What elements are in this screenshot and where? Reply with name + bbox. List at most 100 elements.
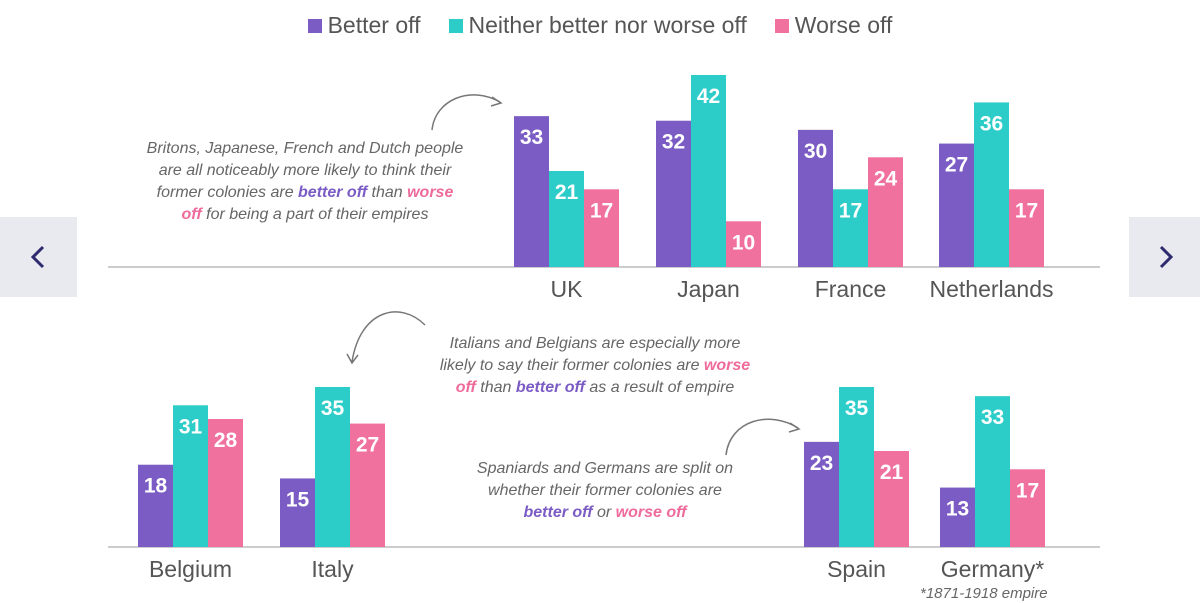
annotation-low: Spaniards and Germans are split on wheth… <box>430 458 780 524</box>
note-low-line1: Spaniards and Germans are split on <box>476 460 734 477</box>
category-label-netherlands: Netherlands <box>929 276 1053 302</box>
note-low-l3c: worse off <box>615 504 687 521</box>
prev-button[interactable] <box>0 217 77 297</box>
note-mid-l2b: worse <box>703 357 751 374</box>
bar-japan-neither <box>691 75 726 267</box>
legend-label-better: Better off <box>327 12 421 38</box>
bar-value-uk-better: 33 <box>520 126 543 149</box>
category-label-france: France <box>815 276 887 302</box>
legend-swatch-better <box>307 18 322 33</box>
bar-germany-better <box>940 487 975 547</box>
annotation-top: Britons, Japanese, French and Dutch peop… <box>110 138 500 226</box>
bar-germany-worse <box>1010 469 1045 547</box>
bar-uk-worse <box>584 189 619 267</box>
bar-value-japan-worse: 10 <box>732 231 755 254</box>
note-mid-l3c: better off <box>515 379 585 396</box>
bar-japan-better <box>656 120 691 267</box>
legend-swatch-neither <box>448 18 463 33</box>
arrow-low-head-icon <box>788 422 801 433</box>
category-label-uk: UK <box>551 276 584 302</box>
note-mid-l3b: than <box>475 379 516 396</box>
bar-value-germany-neither: 33 <box>981 406 1004 429</box>
bar-france-better <box>798 129 833 267</box>
bar-spain-neither <box>839 387 874 547</box>
bar-value-spain-worse: 21 <box>880 461 904 484</box>
legend-label-worse: Worse off <box>794 12 893 38</box>
note-low-l3b: or <box>592 504 616 521</box>
note-mid-l3d: as a result of empire <box>584 379 735 396</box>
bar-value-belgium-better: 18 <box>144 475 168 498</box>
bar-value-netherlands-neither: 36 <box>980 112 1003 135</box>
note-top-l3b: better off <box>298 184 368 201</box>
bar-netherlands-neither <box>974 102 1009 267</box>
category-label-belgium: Belgium <box>149 556 232 582</box>
legend: Better off Neither better nor worse off Wo… <box>0 12 1200 39</box>
bar-netherlands-worse <box>1009 189 1044 267</box>
bar-belgium-neither <box>173 405 208 547</box>
bar-spain-better <box>804 441 839 547</box>
bar-italy-worse <box>350 423 385 547</box>
bar-value-spain-neither: 35 <box>845 397 869 420</box>
category-label-italy: Italy <box>311 556 354 582</box>
bar-value-japan-better: 32 <box>662 131 685 154</box>
bar-value-spain-better: 23 <box>810 452 833 475</box>
bar-france-worse <box>868 157 903 267</box>
legend-item-worse: Worse off <box>774 12 893 39</box>
bar-value-italy-neither: 35 <box>321 397 345 420</box>
note-top-l3c: than <box>367 184 408 201</box>
bar-spain-worse <box>874 451 909 547</box>
annotation-mid: Italians and Belgians are especially mor… <box>405 333 785 399</box>
bar-value-france-better: 30 <box>804 140 827 163</box>
bar-germany-neither <box>975 396 1010 547</box>
chevron-right-icon <box>1159 245 1173 269</box>
bar-value-germany-worse: 17 <box>1016 479 1039 502</box>
note-mid-l2a: likely to say their former colonies are <box>439 357 704 374</box>
bar-value-france-neither: 17 <box>839 199 862 222</box>
footnote: *1871-1918 empire <box>920 585 1048 602</box>
bar-uk-neither <box>549 171 584 267</box>
next-button[interactable] <box>1129 217 1200 297</box>
bar-value-uk-neither: 21 <box>555 181 579 204</box>
legend-label-neither: Neither better nor worse off <box>468 12 747 38</box>
bar-value-netherlands-worse: 17 <box>1015 199 1038 222</box>
bar-netherlands-better <box>939 143 974 267</box>
legend-item-better: Better off <box>307 12 421 39</box>
bar-value-belgium-neither: 31 <box>179 415 203 438</box>
bar-value-japan-neither: 42 <box>697 85 720 108</box>
arrow-top-icon <box>431 94 501 131</box>
legend-item-neither: Neither better nor worse off <box>448 12 747 39</box>
bar-value-italy-worse: 27 <box>356 434 379 457</box>
note-top-l4a: off <box>181 206 202 223</box>
note-low-l3a: better off <box>523 504 593 521</box>
bar-value-france-worse: 24 <box>874 167 898 190</box>
bar-belgium-worse <box>208 419 243 547</box>
arrow-top-head-icon <box>490 96 503 107</box>
arrow-low-icon <box>725 418 799 456</box>
bar-italy-better <box>280 478 315 547</box>
category-label-japan: Japan <box>677 276 740 302</box>
note-mid-l3a: off <box>455 379 476 396</box>
note-top-l3a: former colonies are <box>156 184 299 201</box>
note-top-l3d: worse <box>407 184 454 201</box>
bar-uk-better <box>514 116 549 268</box>
category-label-spain: Spain <box>827 556 886 582</box>
bar-japan-worse <box>726 221 761 267</box>
category-label-germany: Germany* <box>941 556 1045 582</box>
bar-value-italy-better: 15 <box>286 488 310 511</box>
legend-swatch-worse <box>774 18 789 33</box>
note-top-line1: Britons, Japanese, French and Dutch peop… <box>146 140 464 157</box>
bar-value-belgium-worse: 28 <box>214 429 238 452</box>
note-top-line2: are all noticeably more likely to think … <box>158 162 452 179</box>
bar-value-germany-better: 13 <box>946 498 969 521</box>
note-low-line2: whether their former colonies are <box>488 482 722 499</box>
bar-italy-neither <box>315 387 350 547</box>
arrow-mid-icon <box>351 311 426 363</box>
bar-value-netherlands-better: 27 <box>945 154 968 177</box>
bar-france-neither <box>833 189 868 267</box>
chevron-left-icon <box>30 245 44 269</box>
note-mid-line1: Italians and Belgians are especially mor… <box>449 335 741 352</box>
bar-value-uk-worse: 17 <box>590 199 613 222</box>
bar-belgium-better <box>138 464 173 547</box>
note-top-l4b: for being a part of their empires <box>201 206 429 223</box>
